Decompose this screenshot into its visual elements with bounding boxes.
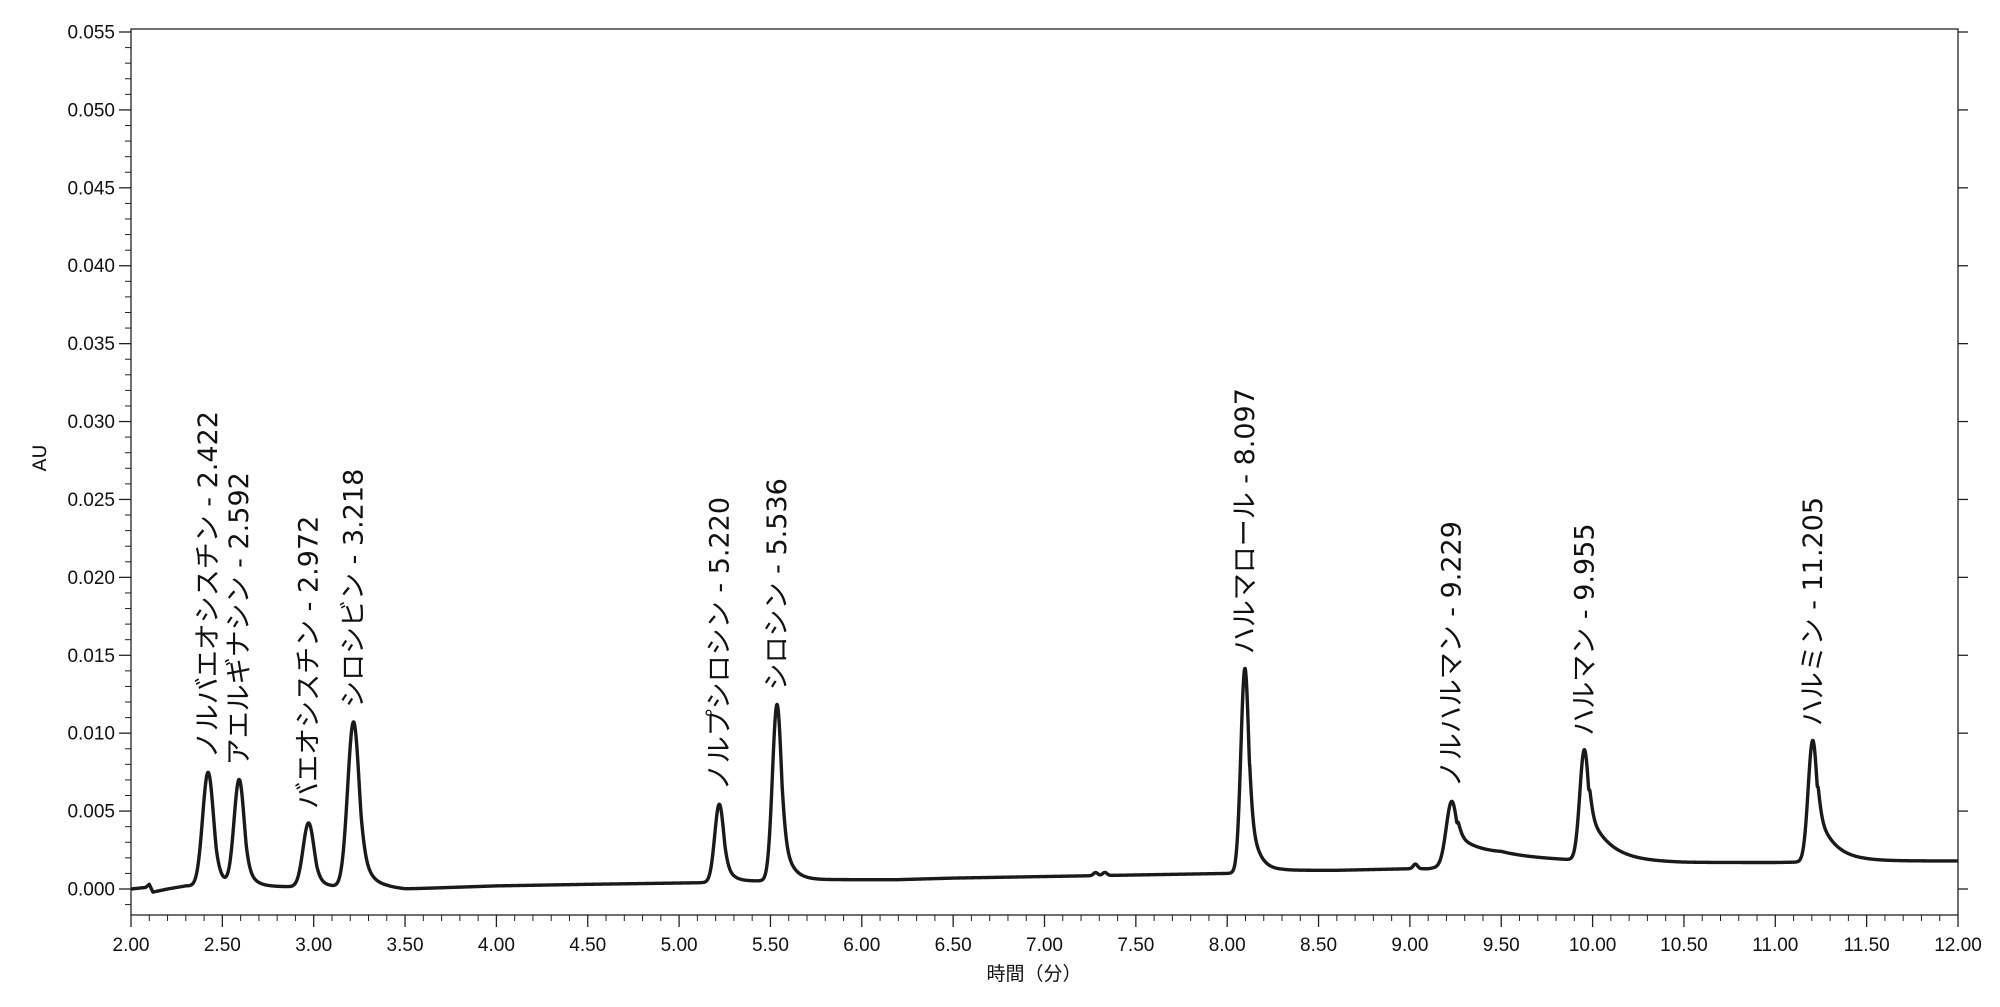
axes-layer: 0.000 0.005 0.010 0.015 0.020 0.025 0.030 0.035… <box>67 23 1981 957</box>
y-tick-label: 0.000 <box>67 880 115 901</box>
x-tick-label: 2.50 <box>204 935 241 956</box>
peak-label: シロシビン - 3.218 <box>339 469 370 708</box>
y-tick-label: 0.055 <box>67 23 115 44</box>
x-tick-label: 7.50 <box>1117 935 1154 956</box>
x-axis-title: 時間（分） <box>986 963 1081 985</box>
peak-label: ノルバエオシスチン - 2.422 <box>193 411 224 758</box>
y-tick-label: 0.020 <box>67 568 115 589</box>
y-tick-label: 0.015 <box>67 646 115 667</box>
x-tick-label: 10.50 <box>1660 935 1708 956</box>
x-tick-label: 5.50 <box>752 935 789 956</box>
x-tick-label: 11.00 <box>1752 935 1798 956</box>
peak-labels-layer: ノルバエオシスチン - 2.422 アエルギナシン - 2.592 バエオシスチン … <box>193 388 1829 809</box>
y-tick-label: 0.050 <box>67 100 115 121</box>
y-axis-title: AU <box>29 445 51 472</box>
y-tick-label: 0.035 <box>67 334 115 355</box>
peak-label: ノルハルマン - 9.229 <box>1437 521 1468 787</box>
x-tick-label: 12.00 <box>1934 935 1982 956</box>
y-tick-label: 0.045 <box>67 178 115 199</box>
peak-label: ハルマロール - 8.097 <box>1230 388 1261 654</box>
peak-label: バエオシスチン - 2.972 <box>294 516 325 809</box>
y-tick-label: 0.005 <box>67 802 115 823</box>
x-tick-label: 6.00 <box>843 935 880 956</box>
x-tick-label: 4.50 <box>569 935 606 956</box>
y-tick-label: 0.010 <box>67 724 115 745</box>
chromatogram-trace <box>129 666 1960 894</box>
x-tick-label: 10.00 <box>1569 935 1617 956</box>
x-tick-label: 11.50 <box>1844 935 1890 956</box>
peak-label: シロシン - 5.536 <box>762 478 793 690</box>
trace-layer <box>129 666 1960 894</box>
y-tick-label: 0.030 <box>67 412 115 433</box>
x-tick-label: 3.50 <box>387 935 424 956</box>
x-tick-label: 8.50 <box>1300 935 1337 956</box>
peak-label: ノルプシロシン - 5.220 <box>704 497 735 790</box>
x-tick-label: 4.00 <box>478 935 515 956</box>
x-tick-label: 5.00 <box>661 935 698 956</box>
x-tick-label: 9.50 <box>1483 935 1520 956</box>
peak-label: ハルミン - 11.205 <box>1798 497 1829 726</box>
y-tick-label: 0.025 <box>67 490 115 511</box>
x-tick-label: 3.00 <box>295 935 332 956</box>
peak-label: アエルギナシン - 2.592 <box>224 472 255 765</box>
x-tick-label: 9.00 <box>1391 935 1428 956</box>
plot-frame <box>130 28 1959 916</box>
peak-label: ハルマン - 9.955 <box>1569 523 1600 735</box>
y-tick-label: 0.040 <box>67 256 115 277</box>
x-tick-label: 7.00 <box>1026 935 1063 956</box>
x-tick-label: 2.00 <box>113 935 150 956</box>
x-tick-label: 6.50 <box>935 935 972 956</box>
x-tick-label: 8.00 <box>1209 935 1246 956</box>
